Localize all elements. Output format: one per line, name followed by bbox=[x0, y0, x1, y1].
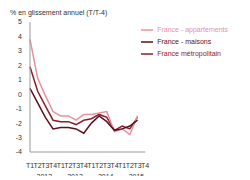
html-text:T3 T4 T1 T2: T3 T4 T1 T2 bbox=[72, 162, 104, 169]
html-text:T3 T4 T1 T2: T3 T4 T1 T2 bbox=[102, 162, 134, 169]
html-text:France - maisons: France - maisons bbox=[157, 37, 212, 45]
svg-text:-3: -3 bbox=[16, 134, 22, 141]
svg-text:1: 1 bbox=[18, 76, 22, 83]
svg-text:2013: 2013 bbox=[67, 173, 83, 176]
svg-text:2014: 2014 bbox=[98, 173, 114, 176]
svg-text:4: 4 bbox=[18, 33, 22, 40]
svg-text:-1: -1 bbox=[16, 105, 22, 112]
html-text:France - appartements: France - appartements bbox=[157, 25, 228, 33]
svg-text:T3: T3 bbox=[133, 162, 142, 169]
svg-text:2: 2 bbox=[18, 62, 22, 69]
svg-text:2015: 2015 bbox=[129, 173, 145, 176]
svg-text:T4: T4 bbox=[141, 162, 149, 169]
svg-text:-4: -4 bbox=[16, 148, 22, 155]
svg-text:2012: 2012 bbox=[37, 173, 53, 176]
html-text:T1 T2: T1 T2 bbox=[25, 162, 42, 169]
html-text:France métropolitain: France métropolitain bbox=[157, 49, 221, 57]
html-text:T3 T4 T1 T2: T3 T4 T1 T2 bbox=[41, 162, 73, 169]
svg-text:3: 3 bbox=[18, 47, 22, 54]
html-text:% en glissement annuel (T/T-4): % en glissement annuel (T/T-4) bbox=[10, 9, 108, 16]
svg-text:5: 5 bbox=[18, 18, 22, 25]
svg-text:0: 0 bbox=[18, 91, 22, 98]
svg-text:-2: -2 bbox=[16, 120, 22, 127]
